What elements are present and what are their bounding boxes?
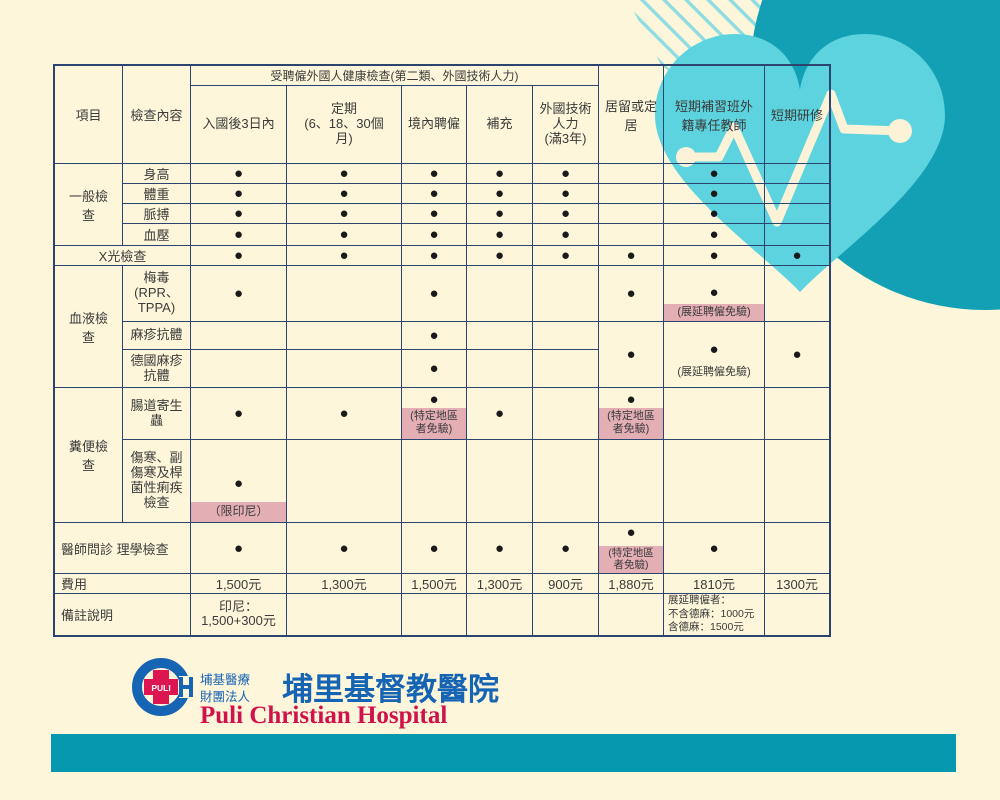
svg-text:Puli Christian Hospital: Puli Christian Hospital xyxy=(200,702,447,729)
svg-text:PULI: PULI xyxy=(151,683,170,693)
svg-text:埔基醫療: 埔基醫療 xyxy=(200,673,251,687)
